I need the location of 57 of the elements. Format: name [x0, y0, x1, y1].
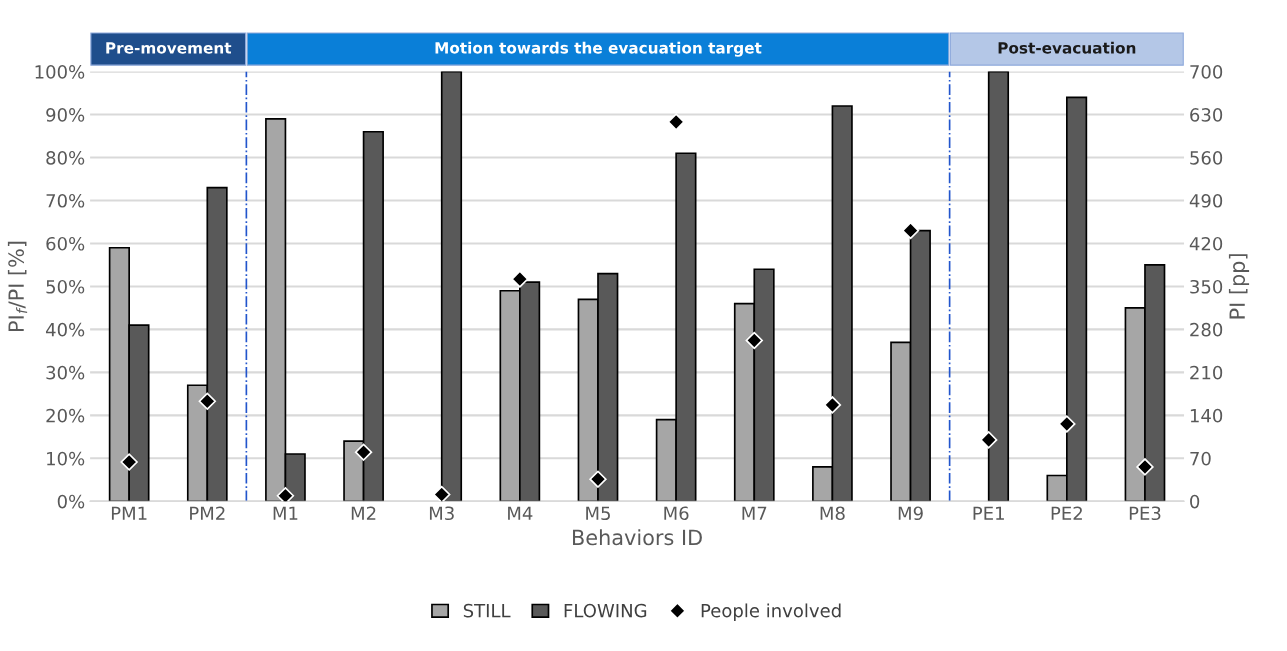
point: [667, 113, 685, 131]
y-axis-title: PI$_{f}$/PI [%]: [7, 241, 28, 331]
point: [198, 392, 216, 410]
x-tick-label: M2: [351, 506, 376, 520]
x-tick-label: PE2: [1051, 506, 1082, 520]
text: Post-evacuation: [998, 41, 1136, 54]
y2-axis-title: PI [pp]: [1228, 254, 1250, 319]
x-tick-label: M4: [508, 506, 533, 520]
legend-label: People involved: [701, 603, 841, 621]
point: [589, 470, 607, 488]
y2-tick-label: 560: [1190, 151, 1223, 165]
y-tick-label: 90%: [46, 108, 85, 122]
y2-tick-label: 210: [1190, 365, 1223, 380]
y2-tick-label: 700: [1190, 65, 1223, 79]
point: [276, 487, 295, 502]
point: [433, 485, 451, 502]
y-tick-label: 40%: [45, 322, 85, 337]
y-tick-label: 100%: [35, 65, 85, 79]
point: [354, 443, 373, 461]
point: [823, 396, 842, 414]
x-tick-label: M6: [664, 506, 689, 521]
y2-tick-label: 70: [1190, 451, 1211, 466]
y2-tick-label: 280: [1190, 322, 1223, 337]
x-tick-label: M9: [898, 506, 923, 521]
text: Motion towards the evacuation target: [435, 41, 762, 57]
x-tick-label: PE3: [1129, 506, 1161, 521]
point: [511, 270, 529, 288]
x-tick-label: PE1: [973, 506, 1004, 520]
y2-tick-label: 0: [1190, 494, 1200, 509]
x-tick-label: M5: [586, 506, 610, 521]
y-tick-label: 80%: [46, 151, 85, 165]
y-tick-label: 50%: [46, 279, 85, 294]
text: Pre-movement: [106, 42, 232, 54]
point: [1136, 458, 1154, 476]
x-tick-label: M3: [429, 506, 454, 521]
x-tick-label: M7: [742, 506, 767, 520]
y2-tick-label: 350: [1190, 279, 1223, 294]
legend-label: FLOWING: [564, 603, 647, 618]
x-tick-label: M8: [820, 506, 845, 521]
y2-tick-label: 420: [1189, 236, 1223, 251]
y-tick-label: 60%: [46, 236, 85, 251]
y-tick-label: 20%: [46, 408, 85, 423]
y2-tick-label: 630: [1190, 108, 1223, 122]
y-tick-label: 10%: [47, 451, 85, 466]
point: [745, 331, 763, 350]
x-tick-label: PM1: [111, 506, 147, 520]
y2-tick-label: 140: [1190, 408, 1223, 423]
y-tick-label: 70%: [46, 193, 85, 208]
y2-tick-label: 490: [1189, 193, 1223, 208]
y-tick-label: 30%: [46, 365, 85, 380]
legend-label: STILL: [463, 603, 511, 618]
point: [1058, 415, 1076, 433]
y-tick-label: 0%: [57, 494, 85, 509]
x-tick-label: M1: [273, 506, 298, 520]
x-axis-title: Behaviors ID: [573, 529, 702, 546]
x-tick-label: PM2: [190, 506, 225, 520]
point: [120, 453, 138, 471]
